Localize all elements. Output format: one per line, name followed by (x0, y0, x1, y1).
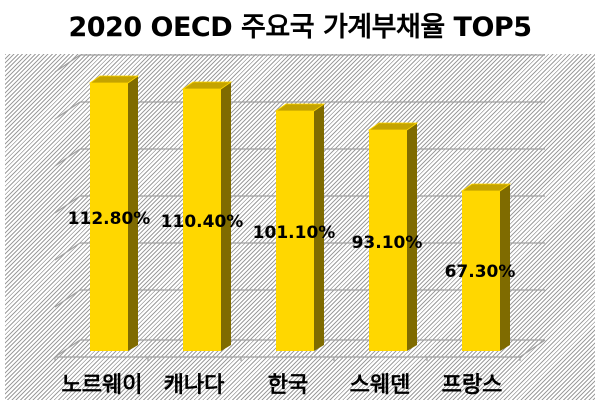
bar-canada (181, 81, 233, 351)
value-label-france: 67.30% (444, 262, 516, 282)
chart-title: 2020 OECD 주요국 가계부채율 TOP5 (68, 11, 532, 43)
value-label-sweden: 93.10% (351, 233, 423, 253)
category-label-norway: 노르웨이 (61, 373, 143, 398)
value-label-korea: 101.10% (252, 223, 336, 243)
bar-france (460, 183, 512, 351)
value-label-canada: 110.40% (160, 212, 244, 232)
plot-area (5, 54, 595, 400)
category-label-sweden: 스웨덴 (349, 373, 411, 398)
category-label-korea: 한국 (267, 373, 309, 398)
bar-korea (274, 103, 326, 351)
bar-sweden (367, 122, 419, 351)
category-label-france: 프랑스 (441, 373, 503, 398)
bar-chart-graphic (54, 54, 546, 361)
value-label-norway: 112.80% (67, 209, 151, 229)
category-label-canada: 캐나다 (163, 373, 225, 398)
bar-norway (88, 75, 140, 351)
